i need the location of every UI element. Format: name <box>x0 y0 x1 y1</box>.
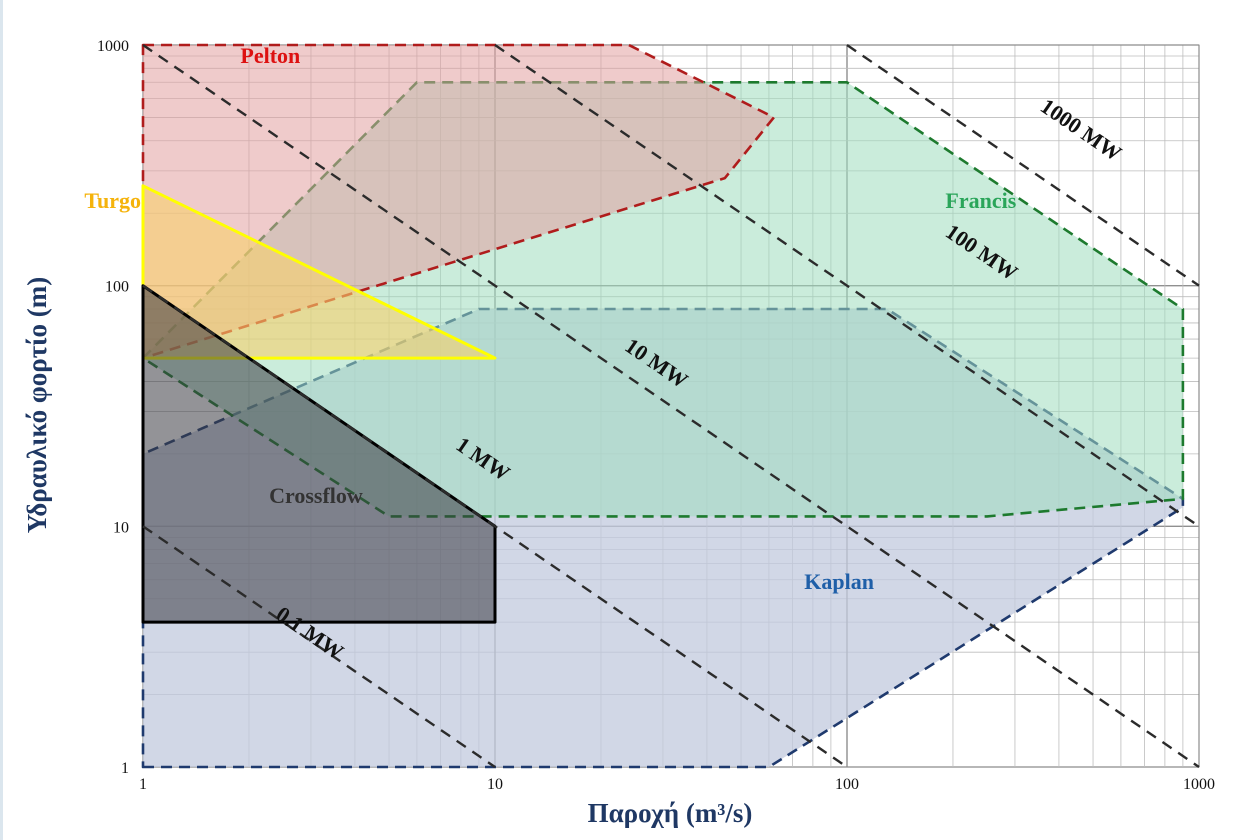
power-line <box>142 44 1200 768</box>
power-line <box>846 44 1200 287</box>
y-tick-label: 1000 <box>97 38 129 55</box>
power-line <box>142 525 496 768</box>
hydro-turbine-chart: 1 10 100 1000 1 10 100 1000 Kaplan Francis Pelton… <box>22 38 1215 828</box>
x-tick-label: 1 <box>139 776 147 793</box>
axis-ticks: 1 10 100 1000 1 10 100 1000 <box>97 38 1215 793</box>
region-turgo <box>141 184 497 360</box>
x-axis-title: Παροχή (m³/s) <box>588 798 753 828</box>
x-tick-label: 100 <box>835 776 859 793</box>
y-tick-label: 10 <box>113 519 129 536</box>
region-label: Turgo <box>84 188 141 213</box>
power-lines <box>142 44 1200 768</box>
y-tick-label: 1 <box>121 760 129 777</box>
turbine-regions <box>141 43 1185 769</box>
y-axis-title: Υδραυλικό φορτίο (m) <box>22 277 52 534</box>
region-label: Kaplan <box>804 569 874 594</box>
region-label: Pelton <box>240 43 300 68</box>
region-label: Crossflow <box>269 483 363 508</box>
power-line <box>494 44 1200 528</box>
x-tick-label: 10 <box>487 776 503 793</box>
power-line <box>142 284 848 768</box>
x-tick-label: 1000 <box>1183 776 1215 793</box>
y-tick-label: 100 <box>105 279 129 296</box>
region-label: Francis <box>945 188 1016 213</box>
